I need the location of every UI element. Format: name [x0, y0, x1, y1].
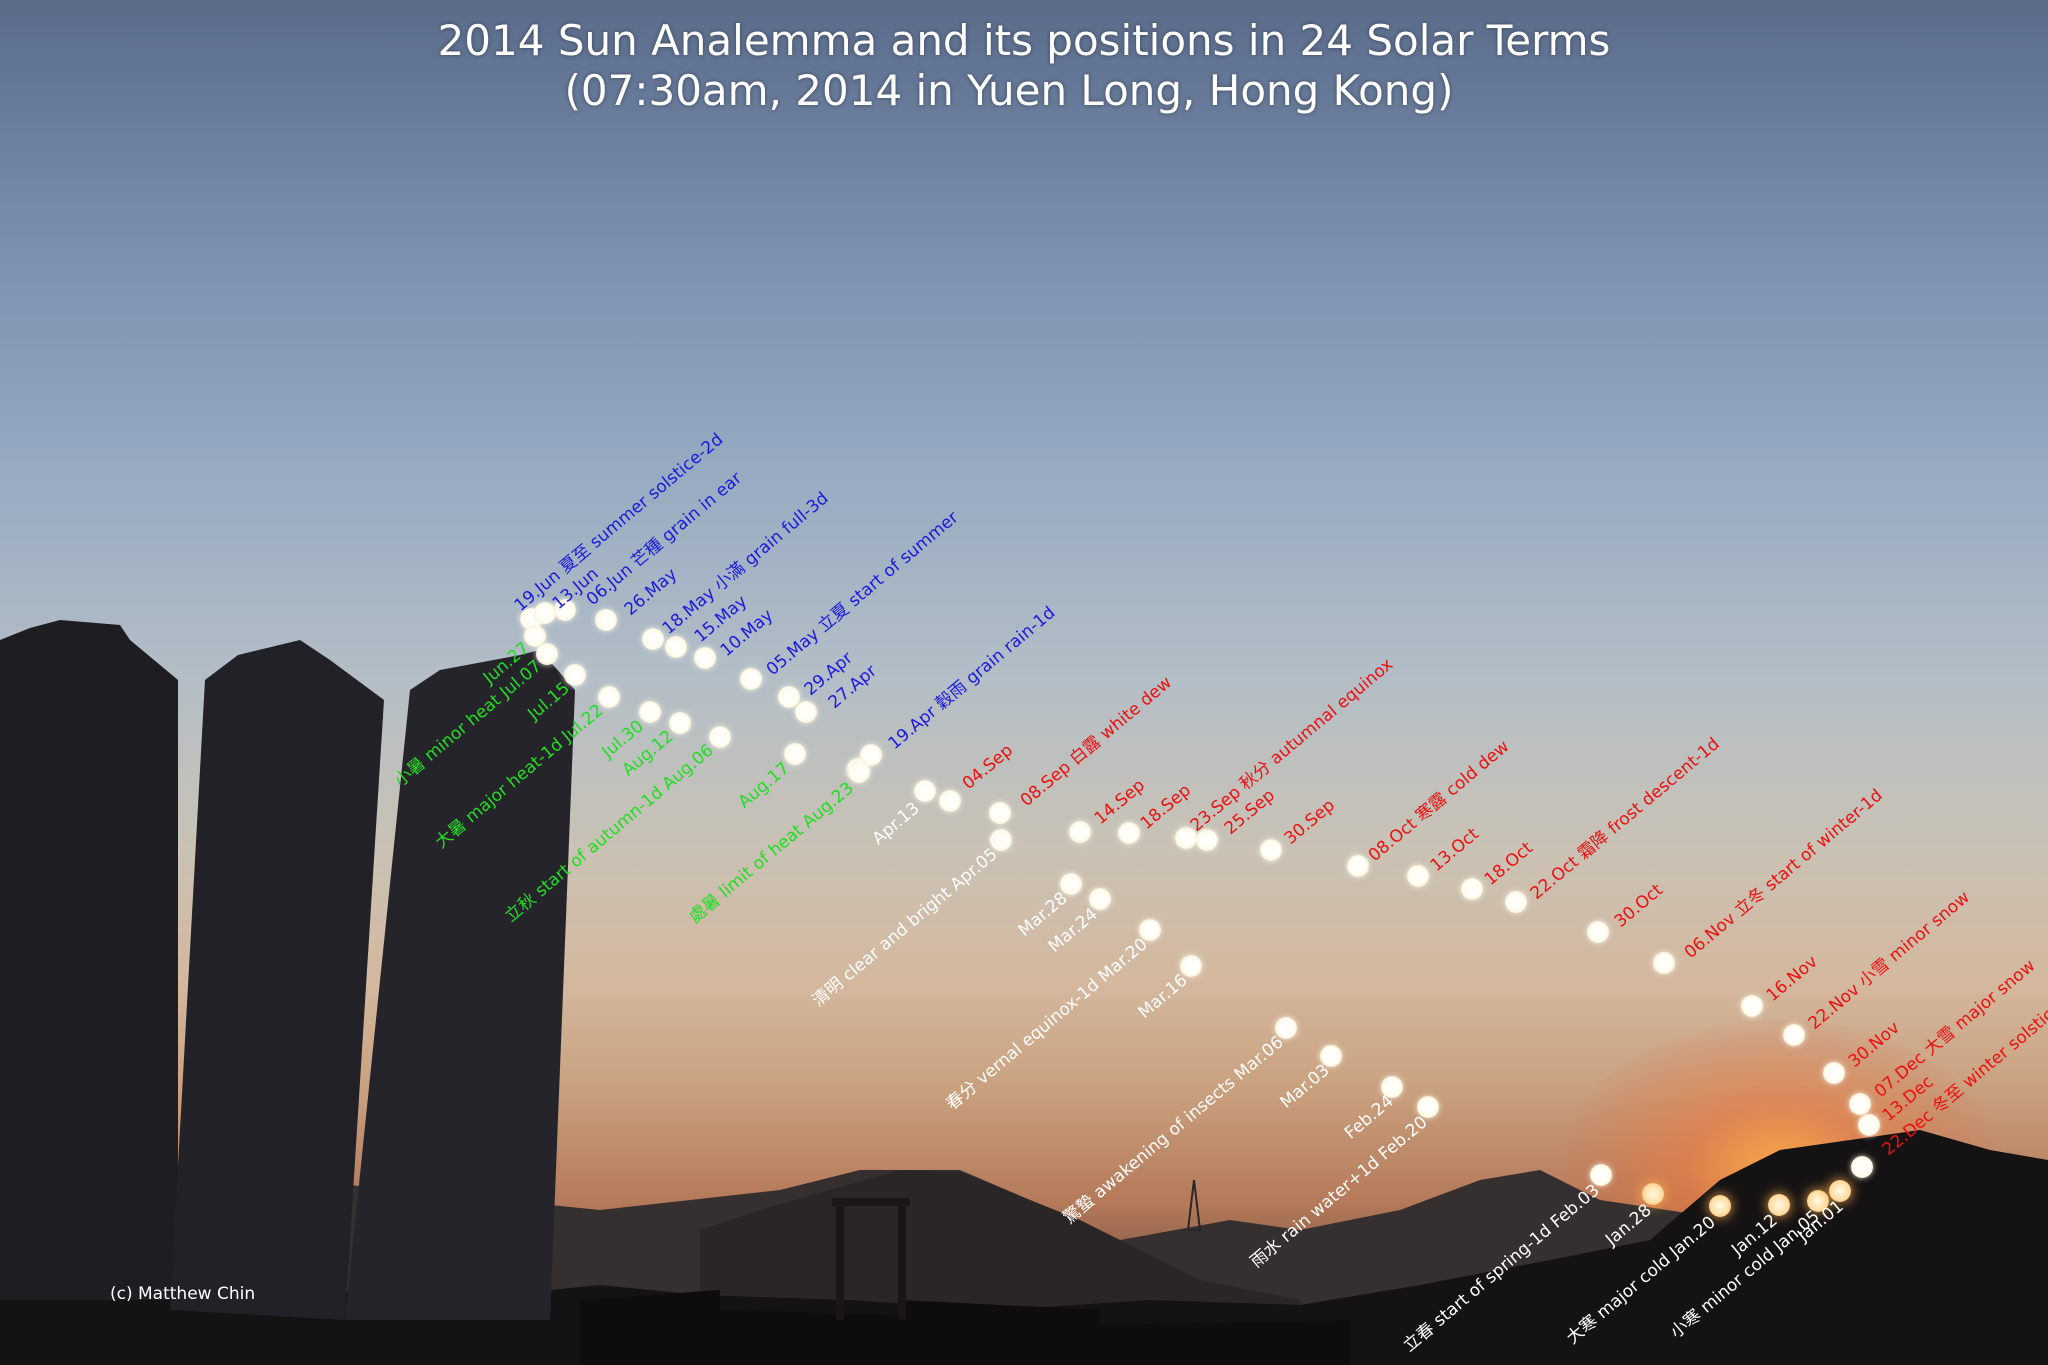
sun-dot	[1741, 995, 1763, 1017]
sun-dot	[1642, 1183, 1664, 1205]
sun-dot	[1858, 1114, 1880, 1136]
sun-dot	[665, 636, 687, 658]
sun-dot	[1590, 1164, 1612, 1186]
sun-dot	[1069, 821, 1091, 843]
sun-dot	[1461, 878, 1483, 900]
sun-dot	[1768, 1194, 1790, 1216]
title-line1: 2014 Sun Analemma and its positions in 2…	[437, 16, 1611, 65]
sun-dot	[642, 628, 664, 650]
sun-dot	[534, 602, 556, 624]
sun-dot	[1807, 1190, 1829, 1212]
sun-dot	[1829, 1180, 1851, 1202]
sun-dot	[939, 790, 961, 812]
tower-2	[170, 640, 384, 1320]
sun-dot	[1175, 827, 1197, 849]
sun-dot	[524, 625, 546, 647]
sun-dot	[740, 668, 762, 690]
sun-dot	[1320, 1045, 1342, 1067]
sun-dot	[778, 686, 800, 708]
sun-dot	[595, 609, 617, 631]
tower-1	[0, 620, 178, 1300]
sun-dot	[1347, 855, 1369, 877]
sun-dot	[564, 664, 586, 686]
sun-dot	[1783, 1024, 1805, 1046]
sun-dot	[1417, 1096, 1439, 1118]
sun-dot	[795, 701, 817, 723]
sun-dot	[1505, 891, 1527, 913]
title-line2: (07:30am, 2014 in Yuen Long, Hong Kong)	[564, 66, 1454, 115]
sun-dot	[536, 643, 558, 665]
rooftops	[580, 1290, 1350, 1365]
sun-dot	[989, 802, 1011, 824]
sun-dot	[1260, 839, 1282, 861]
tower-3	[345, 650, 575, 1320]
sun-dot	[1709, 1195, 1731, 1217]
sun-dot	[1587, 921, 1609, 943]
sun-dot	[1275, 1017, 1297, 1039]
sun-dot	[1823, 1062, 1845, 1084]
sun-dot	[639, 701, 661, 723]
sun-dot	[669, 712, 691, 734]
sun-dot	[554, 599, 576, 621]
sun-dot	[1407, 865, 1429, 887]
pylon	[1186, 1179, 1202, 1231]
sun-dot	[784, 743, 806, 765]
sun-dot	[1089, 888, 1111, 910]
sun-dot	[1653, 952, 1675, 974]
sun-dot	[1060, 873, 1082, 895]
sun-dot	[694, 647, 716, 669]
copyright-credit: (c) Matthew Chin	[110, 1284, 256, 1304]
sun-dot	[914, 780, 936, 802]
sun-dot	[709, 726, 731, 748]
sun-dot	[1381, 1076, 1403, 1098]
sun-dot	[1196, 829, 1218, 851]
sun-dot	[1139, 919, 1161, 941]
sun-dot	[1849, 1093, 1871, 1115]
sun-dot	[990, 829, 1012, 851]
gate-post-right	[898, 1200, 906, 1320]
sun-dot	[1851, 1156, 1873, 1178]
sun-dot	[848, 761, 870, 783]
gate-beam	[832, 1198, 910, 1206]
sun-dot	[598, 686, 620, 708]
sun-dot	[1180, 955, 1202, 977]
sun-dot	[1118, 822, 1140, 844]
gate-post-left	[836, 1200, 844, 1320]
